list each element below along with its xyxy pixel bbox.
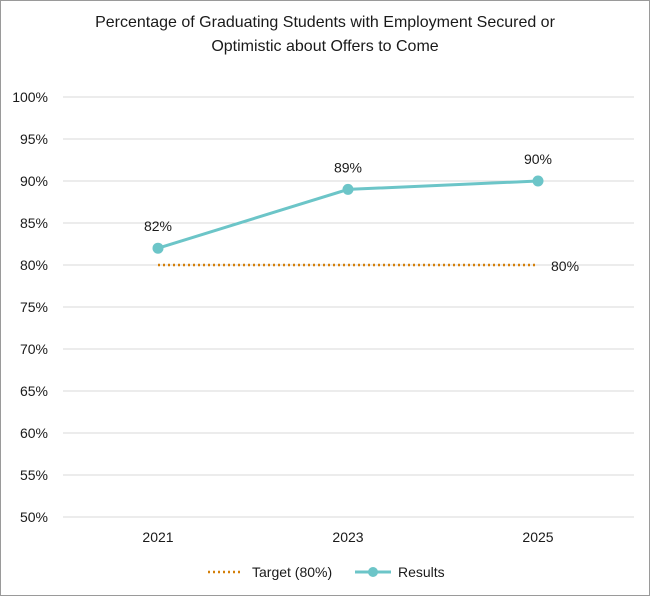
legend-results-label: Results xyxy=(398,564,445,580)
legend-results-marker xyxy=(368,567,378,577)
y-tick-label: 80% xyxy=(20,257,48,273)
y-axis-ticks: 50% 55% 60% 65% 70% 75% 80% 85% 90% 95% 100% xyxy=(12,89,48,525)
y-tick-label: 75% xyxy=(20,299,48,315)
x-tick-label: 2023 xyxy=(332,529,363,545)
y-tick-label: 100% xyxy=(12,89,48,105)
y-tick-label: 85% xyxy=(20,215,48,231)
y-tick-label: 60% xyxy=(20,425,48,441)
x-tick-label: 2021 xyxy=(142,529,173,545)
legend-target-label: Target (80%) xyxy=(252,564,332,580)
x-axis-ticks: 2021 2023 2025 xyxy=(142,529,553,545)
y-tick-label: 95% xyxy=(20,131,48,147)
y-tick-label: 65% xyxy=(20,383,48,399)
target-end-label: 80% xyxy=(551,258,579,274)
y-tick-label: 50% xyxy=(20,509,48,525)
y-tick-label: 55% xyxy=(20,467,48,483)
y-tick-label: 90% xyxy=(20,173,48,189)
chart-title-line-2: Optimistic about Offers to Come xyxy=(211,38,439,55)
results-point xyxy=(152,242,164,254)
x-tick-label: 2025 xyxy=(522,529,553,545)
results-data-label: 89% xyxy=(334,159,362,175)
results-point xyxy=(342,183,354,195)
legend: Target (80%) Results xyxy=(208,564,445,580)
results-data-label: 90% xyxy=(524,151,552,167)
y-tick-label: 70% xyxy=(20,341,48,357)
results-point xyxy=(532,175,544,187)
chart-title-line-1: Percentage of Graduating Students with E… xyxy=(95,14,555,31)
series-layer: 80% 82% 89% 90% xyxy=(144,151,579,274)
results-data-label: 82% xyxy=(144,218,172,234)
